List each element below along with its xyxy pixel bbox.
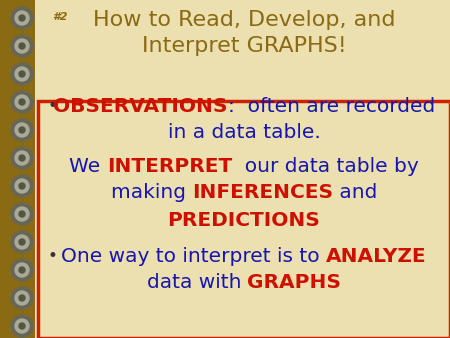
Text: ANALYZE: ANALYZE bbox=[326, 246, 427, 266]
Circle shape bbox=[15, 151, 29, 165]
Circle shape bbox=[11, 175, 33, 197]
Text: in a data table.: in a data table. bbox=[167, 123, 320, 143]
Circle shape bbox=[11, 35, 33, 57]
Circle shape bbox=[11, 7, 33, 29]
Text: One way to interpret is to: One way to interpret is to bbox=[61, 246, 326, 266]
Text: •: • bbox=[47, 97, 57, 115]
Circle shape bbox=[19, 71, 25, 77]
Circle shape bbox=[19, 295, 25, 301]
Text: Interpret GRAPHS!: Interpret GRAPHS! bbox=[142, 36, 346, 56]
Text: making: making bbox=[111, 184, 192, 202]
Circle shape bbox=[15, 39, 29, 53]
Circle shape bbox=[19, 99, 25, 105]
Text: and: and bbox=[333, 184, 378, 202]
Circle shape bbox=[11, 315, 33, 337]
Circle shape bbox=[15, 207, 29, 221]
Text: #2: #2 bbox=[52, 12, 68, 22]
Text: data with: data with bbox=[147, 273, 248, 292]
Circle shape bbox=[19, 211, 25, 217]
Circle shape bbox=[19, 155, 25, 161]
Text: We: We bbox=[69, 156, 107, 175]
Text: INFERENCES: INFERENCES bbox=[192, 184, 333, 202]
Circle shape bbox=[11, 203, 33, 225]
Circle shape bbox=[15, 95, 29, 109]
Circle shape bbox=[19, 127, 25, 133]
Circle shape bbox=[11, 91, 33, 113]
Circle shape bbox=[15, 123, 29, 137]
Text: GRAPHS: GRAPHS bbox=[248, 273, 342, 292]
Circle shape bbox=[11, 147, 33, 169]
Circle shape bbox=[11, 259, 33, 281]
Circle shape bbox=[15, 235, 29, 249]
Circle shape bbox=[15, 11, 29, 25]
Circle shape bbox=[15, 291, 29, 305]
Circle shape bbox=[15, 319, 29, 333]
Circle shape bbox=[15, 67, 29, 81]
Text: How to Read, Develop, and: How to Read, Develop, and bbox=[93, 10, 395, 30]
Circle shape bbox=[11, 231, 33, 253]
Circle shape bbox=[11, 119, 33, 141]
Text: INTERPRET: INTERPRET bbox=[107, 156, 232, 175]
Circle shape bbox=[11, 287, 33, 309]
Circle shape bbox=[15, 263, 29, 277]
Text: :  often are recorded: : often are recorded bbox=[228, 97, 435, 116]
Circle shape bbox=[19, 15, 25, 21]
Circle shape bbox=[19, 43, 25, 49]
Circle shape bbox=[15, 179, 29, 193]
Text: •: • bbox=[47, 247, 57, 265]
Text: OBSERVATIONS: OBSERVATIONS bbox=[53, 97, 228, 116]
Circle shape bbox=[19, 183, 25, 189]
Circle shape bbox=[19, 267, 25, 273]
Text: our data table by: our data table by bbox=[232, 156, 419, 175]
Circle shape bbox=[19, 323, 25, 329]
FancyBboxPatch shape bbox=[35, 0, 450, 338]
Text: PREDICTIONS: PREDICTIONS bbox=[167, 211, 320, 230]
Bar bbox=[38, 101, 450, 338]
Circle shape bbox=[11, 63, 33, 85]
Circle shape bbox=[19, 239, 25, 245]
